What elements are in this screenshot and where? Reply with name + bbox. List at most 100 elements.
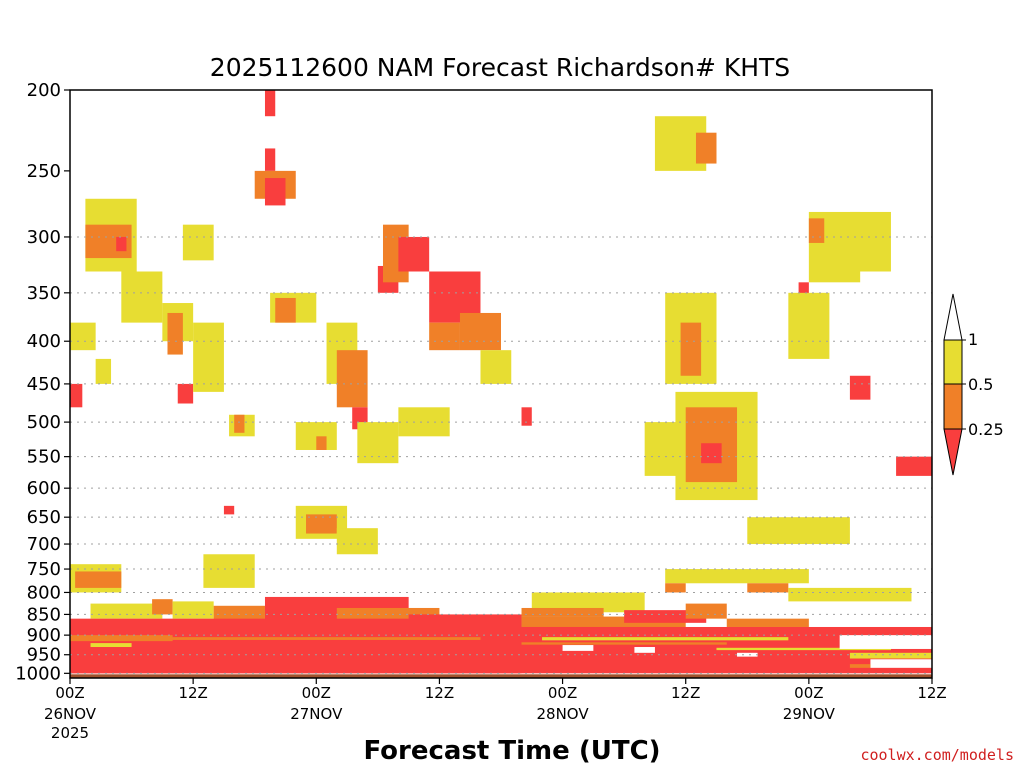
heatmap-cell-c-0-5-1 [70, 322, 96, 351]
heatmap-cell-lt-0-25 [264, 148, 276, 171]
heatmap-cell-c-0-25-0-5 [726, 618, 809, 627]
heatmap-cell-c-0-25-0-5 [808, 218, 825, 243]
legend-label: 1 [968, 330, 978, 349]
heatmap-cell-c-0-5-1 [542, 637, 789, 641]
x-tick-label: 12Z [917, 684, 946, 702]
x-tick-year-label: 2025 [51, 724, 89, 742]
heatmap-cell-ge-1 [870, 659, 932, 668]
heatmap-cell-c-0-5-1 [747, 517, 850, 545]
heatmap-cell-lt-0-25 [398, 236, 430, 272]
heatmap-cell-c-0-5-1 [121, 271, 163, 323]
heatmap-cell-lt-0-25 [116, 236, 127, 252]
heatmap-cell-c-0-25-0-5 [167, 312, 183, 355]
heatmap-cell-lt-0-25 [264, 90, 276, 117]
heatmap-cell-c-0-25-0-5 [521, 642, 727, 645]
legend-swatch-0.5-to-1 [943, 339, 963, 385]
heatmap-cell-lt-0-25 [264, 178, 286, 206]
heatmap-cell-c-0-25-0-5 [849, 664, 871, 668]
y-tick-label: 500 [27, 412, 61, 433]
y-tick-label: 650 [27, 507, 61, 528]
x-tick-label: 12Z [425, 684, 454, 702]
heatmap-cell-c-0-25-0-5 [152, 599, 173, 615]
heatmap-cell-c-0-5-1 [203, 554, 255, 588]
heatmap-cell-c-0-5-1 [665, 569, 809, 584]
legend-label: 0.5 [968, 375, 993, 394]
y-tick-label: 850 [27, 604, 61, 625]
y-tick-label: 600 [27, 478, 61, 499]
heatmap-cell-c-0-5-1 [95, 358, 112, 384]
heatmap-cell-lt-0-25 [70, 618, 522, 674]
colorbar-legend: 1 0.5 0.25 [943, 293, 1004, 476]
y-axis: 200 250 300 350 400 450 500 550 600 650 700 7508008… [15, 80, 70, 684]
plot-area [69, 89, 933, 679]
credit-link[interactable]: coolwx.com/models [860, 746, 1014, 764]
heatmap-cell-c-0-25-0-5 [665, 583, 686, 593]
heatmap-cell-c-0-25-0-5 [680, 322, 702, 376]
heatmap-cell-lt-0-25 [70, 383, 83, 408]
heatmap-cell-c-0-5-1 [90, 603, 163, 619]
legend-label: 0.25 [968, 420, 1004, 439]
y-tick-label: 750 [27, 559, 61, 580]
heatmap-cell-c-0-5-1 [788, 587, 912, 602]
heatmap-cell-c-0-25-0-5 [747, 583, 789, 593]
x-tick-label: 12Z [671, 684, 700, 702]
heatmap-cell-c-0-5-1 [90, 643, 132, 648]
y-tick-label: 950 [27, 645, 61, 666]
heatmap-cell-c-0-5-1 [336, 528, 378, 555]
heatmap-cell-c-0-25-0-5 [459, 312, 501, 351]
y-tick-label: 1000 [15, 663, 61, 684]
y-tick-label: 550 [27, 447, 61, 468]
heatmap-cell-c-0-5-1 [531, 592, 645, 613]
y-tick-label: 250 [27, 161, 61, 182]
y-tick-label: 900 [27, 625, 61, 646]
legend-swatch-0.25-to-0.5 [943, 383, 963, 430]
heatmap-cell-c-0-25-0-5 [306, 514, 337, 534]
heatmap-cell-ge-1 [737, 652, 758, 657]
x-tick-label: 00Z [794, 684, 823, 702]
heatmap-cell-c-0-5-1 [172, 601, 214, 619]
heatmap-cell-ge-1 [839, 635, 932, 649]
x-tick-label: 00Z [55, 684, 84, 702]
heatmap-cell-lt-0-25 [177, 383, 194, 404]
x-tick-label: 00Z [302, 684, 331, 702]
heatmap-cell-c-0-5-1 [182, 224, 214, 261]
heatmap-cell-lt-0-25 [849, 375, 871, 400]
heatmap-cell-c-0-25-0-5 [521, 607, 604, 617]
heatmap-cell-c-0-5-1 [193, 322, 224, 392]
chart-title: 2025112600 NAM Forecast Richardson# KHTS [210, 53, 790, 82]
legend-swatch-gt-1 [943, 293, 963, 341]
heatmap-cell-lt-0-25 [701, 443, 722, 464]
heatmap-cell-c-0-5-1 [849, 211, 891, 272]
x-axis-label: Forecast Time (UTC) [363, 736, 660, 766]
y-tick-label: 800 [27, 582, 61, 603]
y-tick-label: 300 [27, 227, 61, 248]
y-tick-label: 700 [27, 534, 61, 555]
x-tick-label: 00Z [548, 684, 577, 702]
x-tick-date-label: 29NOV [783, 705, 836, 723]
heatmap-cell-c-0-5-1 [716, 647, 891, 651]
heatmap-cell-c-0-25-0-5 [695, 132, 717, 164]
heatmap-cell-c-0-25-0-5 [234, 414, 245, 433]
x-tick-date-label: 26NOV [44, 705, 97, 723]
heatmap-cell-c-0-5-1 [480, 350, 512, 384]
legend-swatch-lt-0.25 [943, 428, 963, 476]
x-tick-label: 12Z [178, 684, 207, 702]
heatmap-cell-c-0-5-1 [788, 292, 830, 359]
heatmap-cell-c-0-25-0-5 [275, 297, 296, 323]
heatmap-cell-c-0-25-0-5 [70, 637, 481, 640]
heatmap-cell-c-0-25-0-5 [429, 322, 460, 351]
x-tick-date-label: 27NOV [290, 705, 343, 723]
heatmap-cell-c-0-25-0-5 [685, 603, 727, 619]
heatmap-cell-c-0-5-1 [849, 652, 932, 659]
y-tick-label: 450 [27, 374, 61, 395]
heatmap-cell-c-0-25-0-5 [336, 350, 368, 408]
heatmap-cell-lt-0-25 [223, 505, 235, 515]
heatmap-cell-ge-1 [562, 645, 594, 651]
heatmap-cell-ge-1 [634, 647, 655, 653]
y-tick-label: 350 [27, 283, 61, 304]
y-tick-label: 200 [27, 80, 61, 101]
y-tick-label: 400 [27, 331, 61, 352]
heatmap-cell-lt-0-25 [896, 456, 932, 476]
